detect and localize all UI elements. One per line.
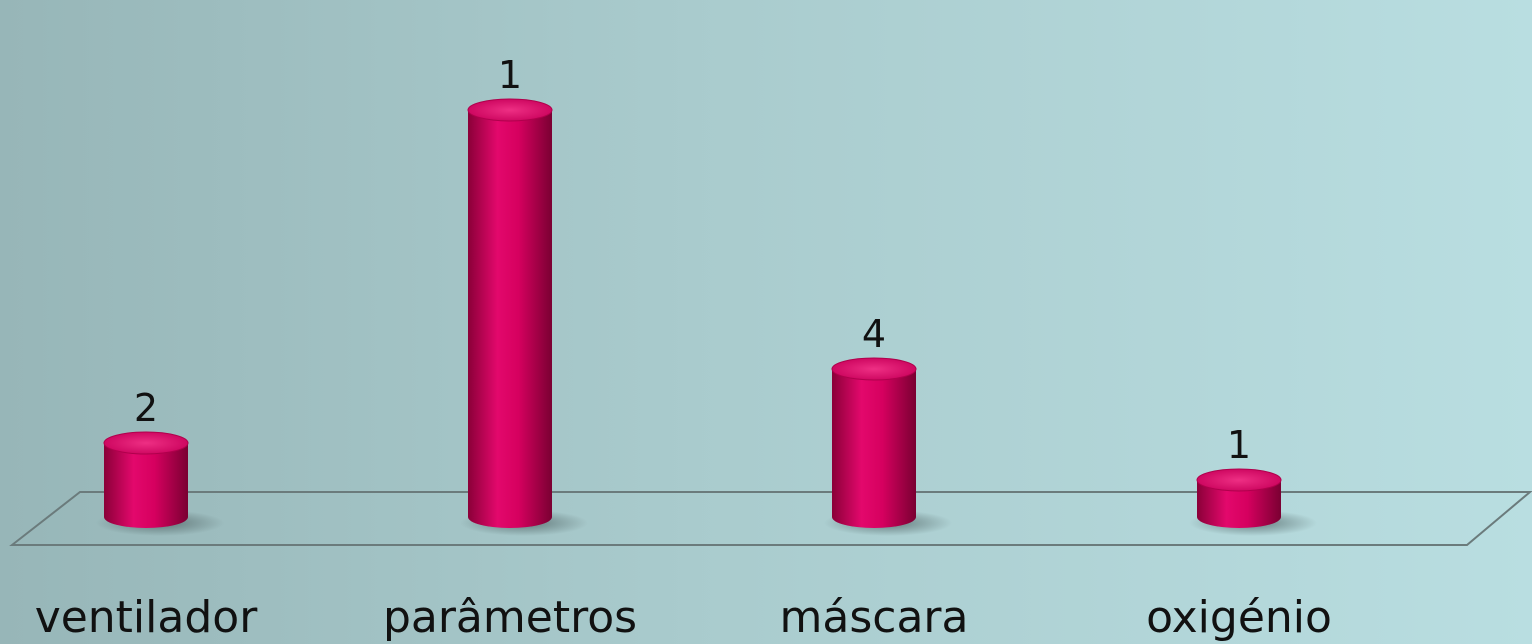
category-labels: ventilador parâmetros máscara oxigénio [35,592,1332,643]
bar-top-máscara [831,357,917,381]
data-label-máscara: 4 [862,312,886,356]
chart-floor [9,491,1532,546]
data-label-ventilador: 2 [134,386,158,430]
bar-top-oxigénio [1196,468,1282,492]
category-label-parâmetros: parâmetros [383,592,637,643]
data-label-oxigénio: 1 [1227,423,1251,467]
bar-top-parâmetros [467,98,553,122]
bars-group: 2 1 4 1 [96,53,1317,536]
bar-parâmetros [468,110,552,528]
bar-ventilador [104,443,188,528]
category-label-ventilador: ventilador [35,592,259,643]
data-label-parâmetros: 1 [498,53,522,97]
bar-máscara [832,369,916,528]
bar-oxigénio [1197,480,1281,528]
bar-top-ventilador [103,431,189,455]
category-label-máscara: máscara [780,592,969,643]
category-label-oxigénio: oxigénio [1146,592,1332,643]
